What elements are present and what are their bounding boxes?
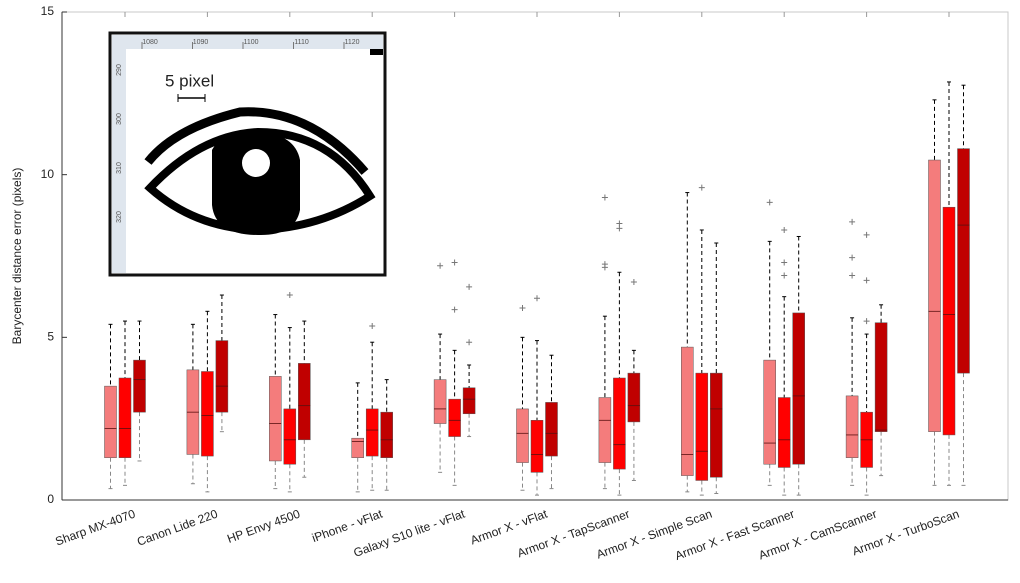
outlier <box>863 231 870 238</box>
outlier <box>369 322 376 329</box>
outlier <box>451 306 458 313</box>
box <box>365 408 379 457</box>
outlier <box>849 218 856 225</box>
y-tick-label: 15 <box>41 4 55 18</box>
box <box>462 387 476 415</box>
outlier <box>630 279 637 286</box>
outlier <box>849 272 856 279</box>
x-tick-label: Canon Lide 220 <box>135 507 220 549</box>
pupil <box>212 131 300 236</box>
box <box>928 159 941 432</box>
x-ruler-label: 1110 <box>294 39 309 46</box>
outlier <box>466 283 473 290</box>
box <box>545 402 558 457</box>
outlier <box>781 259 788 266</box>
box <box>380 411 393 458</box>
box <box>695 372 709 481</box>
outlier <box>849 254 856 261</box>
x-ruler-label: 1080 <box>142 39 158 46</box>
corner-block <box>370 49 383 55</box>
outlier <box>616 225 623 232</box>
box <box>215 340 229 413</box>
x-ruler-label: 1120 <box>344 39 359 46</box>
box <box>777 397 791 468</box>
box <box>118 377 132 458</box>
box <box>433 379 447 424</box>
box <box>530 420 544 473</box>
outlier <box>781 226 788 233</box>
ruler: 1080 1090 1100 1110 1120 290 300 310 320 <box>116 39 360 223</box>
box <box>763 359 776 465</box>
eyebrow <box>144 107 369 175</box>
box <box>598 397 612 463</box>
x-tick-label: HP Envy 4500 <box>225 507 302 546</box>
outlier <box>466 339 473 346</box>
y-axis-label: Barycenter distance error (pixels) <box>10 168 24 345</box>
box <box>283 408 297 465</box>
y-tick-label: 5 <box>47 330 54 344</box>
box <box>957 148 970 374</box>
outlier <box>601 194 608 201</box>
outlier <box>781 272 788 279</box>
outlier <box>863 277 870 284</box>
outlier <box>437 262 444 269</box>
x-tick-label: Sharp MX-4070 <box>53 507 137 549</box>
box <box>710 372 723 478</box>
outlier <box>534 295 540 302</box>
outlier <box>451 259 458 266</box>
y-ruler-label: 290 <box>116 64 123 76</box>
y-tick-label: 0 <box>47 492 54 506</box>
box <box>845 395 859 458</box>
scale-label: 5 pixel <box>165 71 214 90</box>
box <box>627 372 641 423</box>
box <box>269 376 282 462</box>
outlier <box>601 264 608 271</box>
x-ruler-label: 1100 <box>243 39 258 46</box>
box <box>942 206 956 436</box>
box <box>874 322 888 432</box>
y-ruler <box>112 35 126 273</box>
box <box>104 385 117 458</box>
y-tick-label: 10 <box>41 167 55 181</box>
outlier <box>286 292 293 299</box>
y-ruler-label: 300 <box>116 113 123 125</box>
outlier <box>519 305 526 312</box>
box <box>448 398 461 437</box>
x-ruler-label: 1090 <box>193 39 209 46</box>
y-ruler-label: 320 <box>116 211 123 223</box>
box <box>201 371 214 457</box>
box <box>351 437 364 458</box>
box <box>681 346 694 476</box>
box <box>133 359 146 413</box>
box <box>613 377 626 470</box>
outlier <box>698 184 705 191</box>
outlier <box>863 318 870 325</box>
highlight <box>242 149 270 177</box>
inset-image: 5 pixel 1080 1090 1100 1110 1120 290 300 310 320 <box>108 31 387 277</box>
outlier <box>766 199 773 206</box>
y-ruler-label: 310 <box>116 162 123 174</box>
x-ruler <box>112 35 383 49</box>
box <box>298 363 311 441</box>
box <box>516 408 529 463</box>
box <box>792 312 805 465</box>
